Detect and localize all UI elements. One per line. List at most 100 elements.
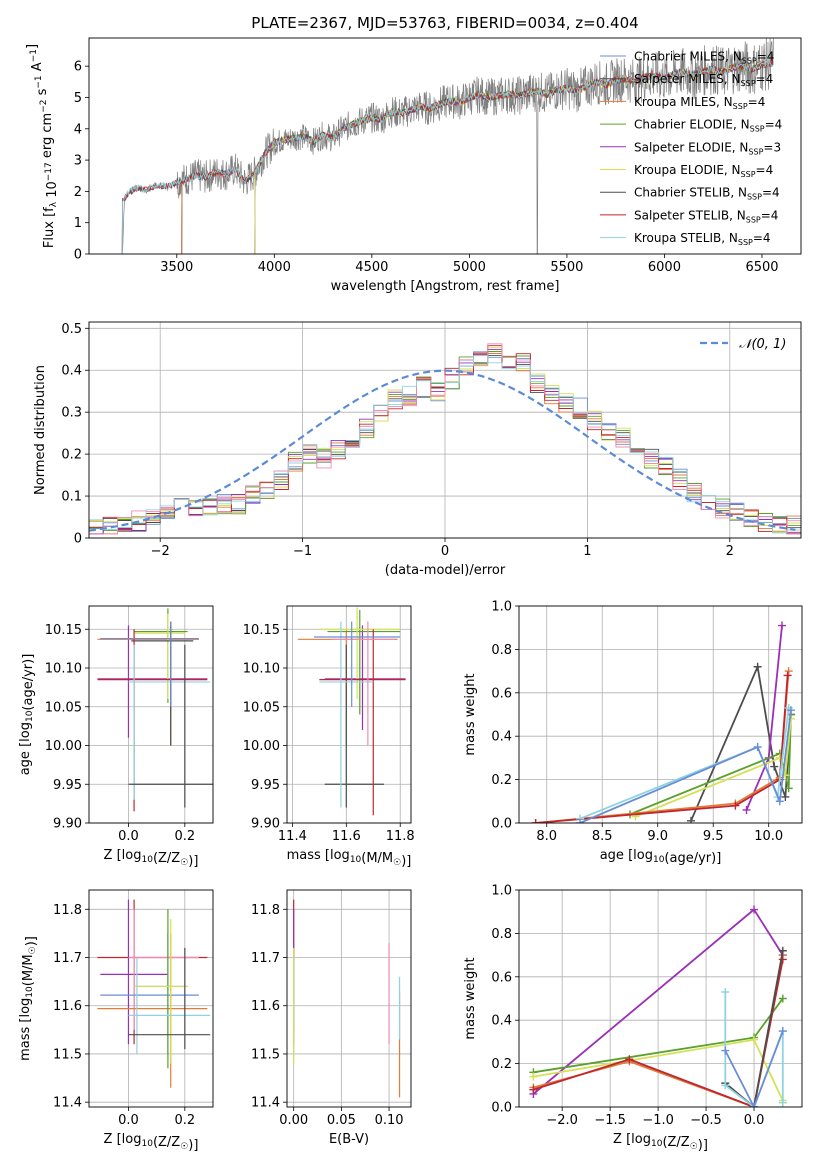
mass-weight-marker	[775, 797, 784, 806]
plot-area	[529, 905, 787, 1107]
y-tick-label: 0.0	[491, 817, 512, 832]
x-tick-label: −1.5	[594, 1113, 626, 1128]
y-tick-label: 10.15	[243, 623, 280, 638]
mass-weight-marker	[750, 1103, 759, 1107]
model-spectrum-line	[254, 59, 774, 254]
y-axis-label: mass weight	[463, 673, 478, 755]
y-tick-label: 1.0	[491, 884, 512, 899]
x-tick-label: 6000	[648, 260, 681, 275]
mass-weight-marker	[778, 994, 787, 1003]
mass-weight-marker	[687, 816, 696, 823]
mass-weight-marker	[784, 784, 793, 793]
x-tick-label: −0.5	[690, 1113, 722, 1128]
x-tick-label: 11.6	[332, 829, 361, 844]
y-axis-label: mass [log10(M/M☉)]	[18, 936, 39, 1061]
x-axis-label: wavelength [Angstrom, rest frame]	[331, 279, 560, 294]
mass-weight-marker	[742, 805, 751, 814]
axes-frame	[88, 605, 214, 824]
y-tick-label: 0.2	[491, 773, 512, 788]
observed-spectrum	[122, 38, 774, 254]
x-tick-label: 0.05	[327, 1113, 356, 1128]
y-axis-label: Flux [fλ 10−17 erg cm−2 s−1 A−1]	[25, 44, 60, 248]
mass-weight-marker	[529, 1085, 538, 1094]
mass-weight-marker	[721, 987, 730, 996]
y-tick-label: 0.8	[491, 927, 512, 942]
x-tick-label: 4500	[355, 260, 388, 275]
axes-mass-vs-Z: 0.0 0.2 11.4 11.5 11.6 11.7 11.8 Z [log10(Z/Z☉)…	[18, 889, 214, 1153]
model-spectrum-line	[121, 58, 774, 254]
y-tick-label: 3	[74, 154, 82, 169]
mass-weight-marker	[721, 1081, 730, 1090]
y-tick-label: 11.5	[53, 1047, 82, 1062]
legend-entry: Chabrier MILES, NSSP=4	[634, 50, 774, 66]
x-tick-label: 10.0	[754, 829, 783, 844]
axes-spectrum: 3500 4000 4500 5000 5500 6000 6500 0 1 2 3 4 5 6 wavel…	[25, 37, 802, 294]
axes-frame	[88, 321, 802, 539]
x-tick-label: 0.00	[279, 1113, 308, 1128]
axes-residuals: −2 −1 0 1 2 0 0.1 0.2 0.3 0.4 0.5 (data-model)/erro…	[33, 321, 802, 578]
normal-curve	[89, 369, 796, 532]
plot-area	[531, 621, 795, 823]
x-axis-label: mass [log10(M/M☉)]	[287, 848, 412, 869]
mass-weight-marker	[531, 819, 540, 823]
mass-weight-marker	[750, 1035, 759, 1044]
mass-weight-marker	[781, 792, 790, 801]
y-tick-label: 0.2	[61, 448, 82, 463]
x-tick-label: 6500	[745, 260, 778, 275]
y-tick-label: 0.2	[491, 1057, 512, 1072]
axes-age-vs-Z: 0.0 0.2 9.90 9.95 10.00 10.05 10.10 10.15 Z [log…	[18, 605, 214, 869]
y-axis-label: age [log10(age/yr)]	[18, 654, 36, 776]
x-tick-label: 8.5	[592, 829, 613, 844]
legend-entry: 𝒩(0, 1)	[739, 337, 786, 352]
residual-histogram	[89, 355, 801, 534]
x-tick-label: −2.0	[546, 1113, 578, 1128]
y-tick-label: 0.6	[491, 686, 512, 701]
y-axis-label: mass weight	[463, 957, 478, 1039]
y-tick-label: 10.15	[45, 623, 82, 638]
y-tick-label: 9.90	[53, 817, 82, 832]
y-tick-label: 0.4	[61, 364, 82, 379]
mass-weight-marker	[721, 1046, 730, 1055]
axes-frame	[88, 889, 214, 1108]
x-tick-label: 8.0	[536, 829, 557, 844]
mass-weight-marker	[770, 762, 779, 771]
y-tick-label: 1	[74, 216, 82, 231]
legend-entry: Chabrier ELODIE, NSSP=4	[634, 118, 782, 134]
legend: Chabrier MILES, NSSP=4 Salpeter MILES, NS…	[600, 50, 782, 247]
y-tick-label: 6	[74, 60, 82, 75]
x-tick-label: 1	[583, 544, 591, 559]
y-tick-label: 9.95	[251, 778, 280, 793]
axes-mass-vs-EBV: 0.00 0.05 0.10 11.4 11.5 11.6 11.7 11.8 E(B-V)	[251, 889, 412, 1147]
x-tick-label: −1.0	[642, 1113, 674, 1128]
y-tick-label: 11.8	[53, 903, 82, 918]
x-tick-label: 11.8	[386, 829, 415, 844]
y-tick-label: 10.10	[45, 662, 82, 677]
x-tick-label: 9.5	[703, 829, 724, 844]
mass-weight-marker	[778, 1098, 787, 1107]
y-axis-label: Normed distribution	[33, 365, 48, 495]
axes-frame	[518, 605, 803, 824]
legend-entry: Salpeter STELIB, NSSP=4	[634, 208, 778, 224]
mass-weight-marker	[778, 946, 787, 955]
y-tick-label: 10.00	[243, 739, 280, 754]
y-tick-label: 10.05	[243, 700, 280, 715]
y-tick-label: 10.00	[45, 739, 82, 754]
x-axis-label: Z [log10(Z/Z☉)]	[104, 1132, 199, 1153]
axes-mass-weight-vs-age: 8.0 8.5 9.0 9.5 10.0 0.0 0.2 0.4 0.6 0.8 1.0 age [l…	[463, 600, 803, 866]
mass-weight-line	[579, 710, 792, 823]
model-spectrum-line	[254, 61, 774, 254]
x-axis-label: Z [log10(Z/Z☉)]	[104, 848, 199, 869]
axes-frame	[286, 889, 412, 1108]
x-axis-label: (data-model)/error	[385, 563, 506, 578]
legend-entry: Kroupa MILES, NSSP=4	[634, 95, 765, 111]
legend-entry: Chabrier STELIB, NSSP=4	[634, 186, 780, 202]
mass-weight-marker	[786, 706, 795, 715]
x-tick-label: −2	[151, 544, 170, 559]
x-tick-label: 0.2	[174, 829, 195, 844]
x-tick-label: 2	[726, 544, 734, 559]
y-tick-label: 11.6	[251, 999, 280, 1014]
legend: 𝒩(0, 1)	[700, 337, 786, 352]
y-tick-label: 1.0	[491, 600, 512, 615]
y-tick-label: 0	[74, 532, 82, 547]
y-tick-label: 9.95	[53, 778, 82, 793]
